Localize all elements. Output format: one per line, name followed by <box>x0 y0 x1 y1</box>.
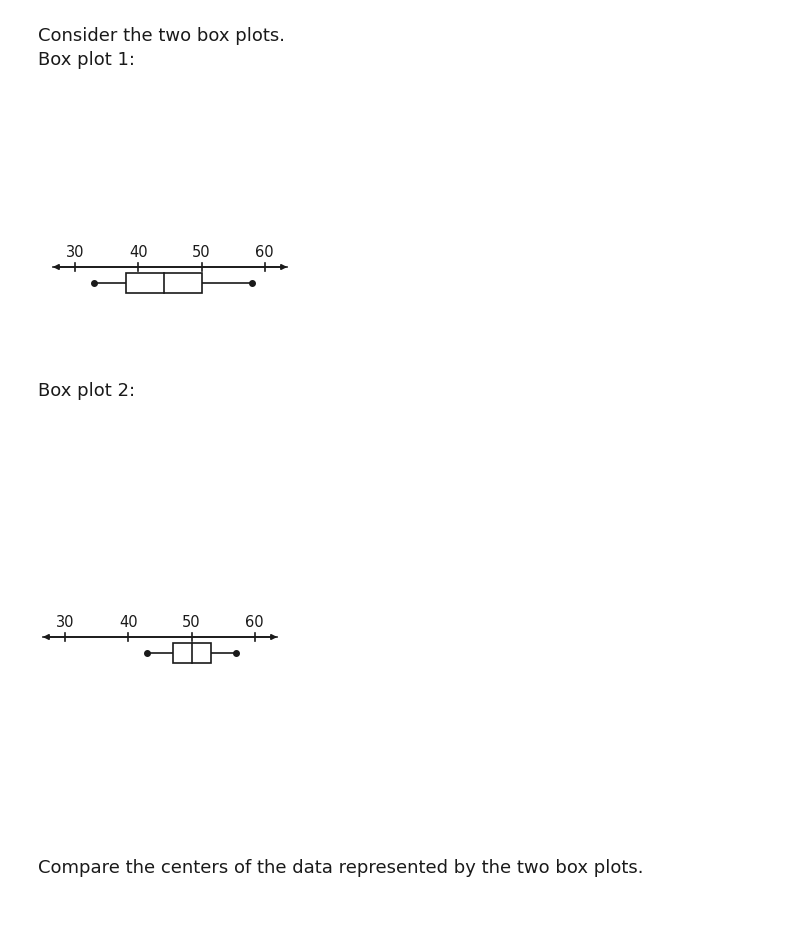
Bar <box>173 643 210 663</box>
Bar <box>126 273 202 293</box>
Text: Box plot 2:: Box plot 2: <box>38 382 135 400</box>
Text: 60: 60 <box>255 245 274 260</box>
Text: 50: 50 <box>182 615 201 630</box>
Text: Box plot 1:: Box plot 1: <box>38 51 135 69</box>
Text: 60: 60 <box>246 615 264 630</box>
Text: 50: 50 <box>192 245 211 260</box>
Text: Compare the centers of the data represented by the two box plots.: Compare the centers of the data represen… <box>38 859 643 877</box>
Text: Consider the two box plots.: Consider the two box plots. <box>38 27 285 45</box>
Text: 40: 40 <box>119 615 138 630</box>
Text: 30: 30 <box>56 615 74 630</box>
Text: 40: 40 <box>129 245 148 260</box>
Text: 30: 30 <box>66 245 85 260</box>
